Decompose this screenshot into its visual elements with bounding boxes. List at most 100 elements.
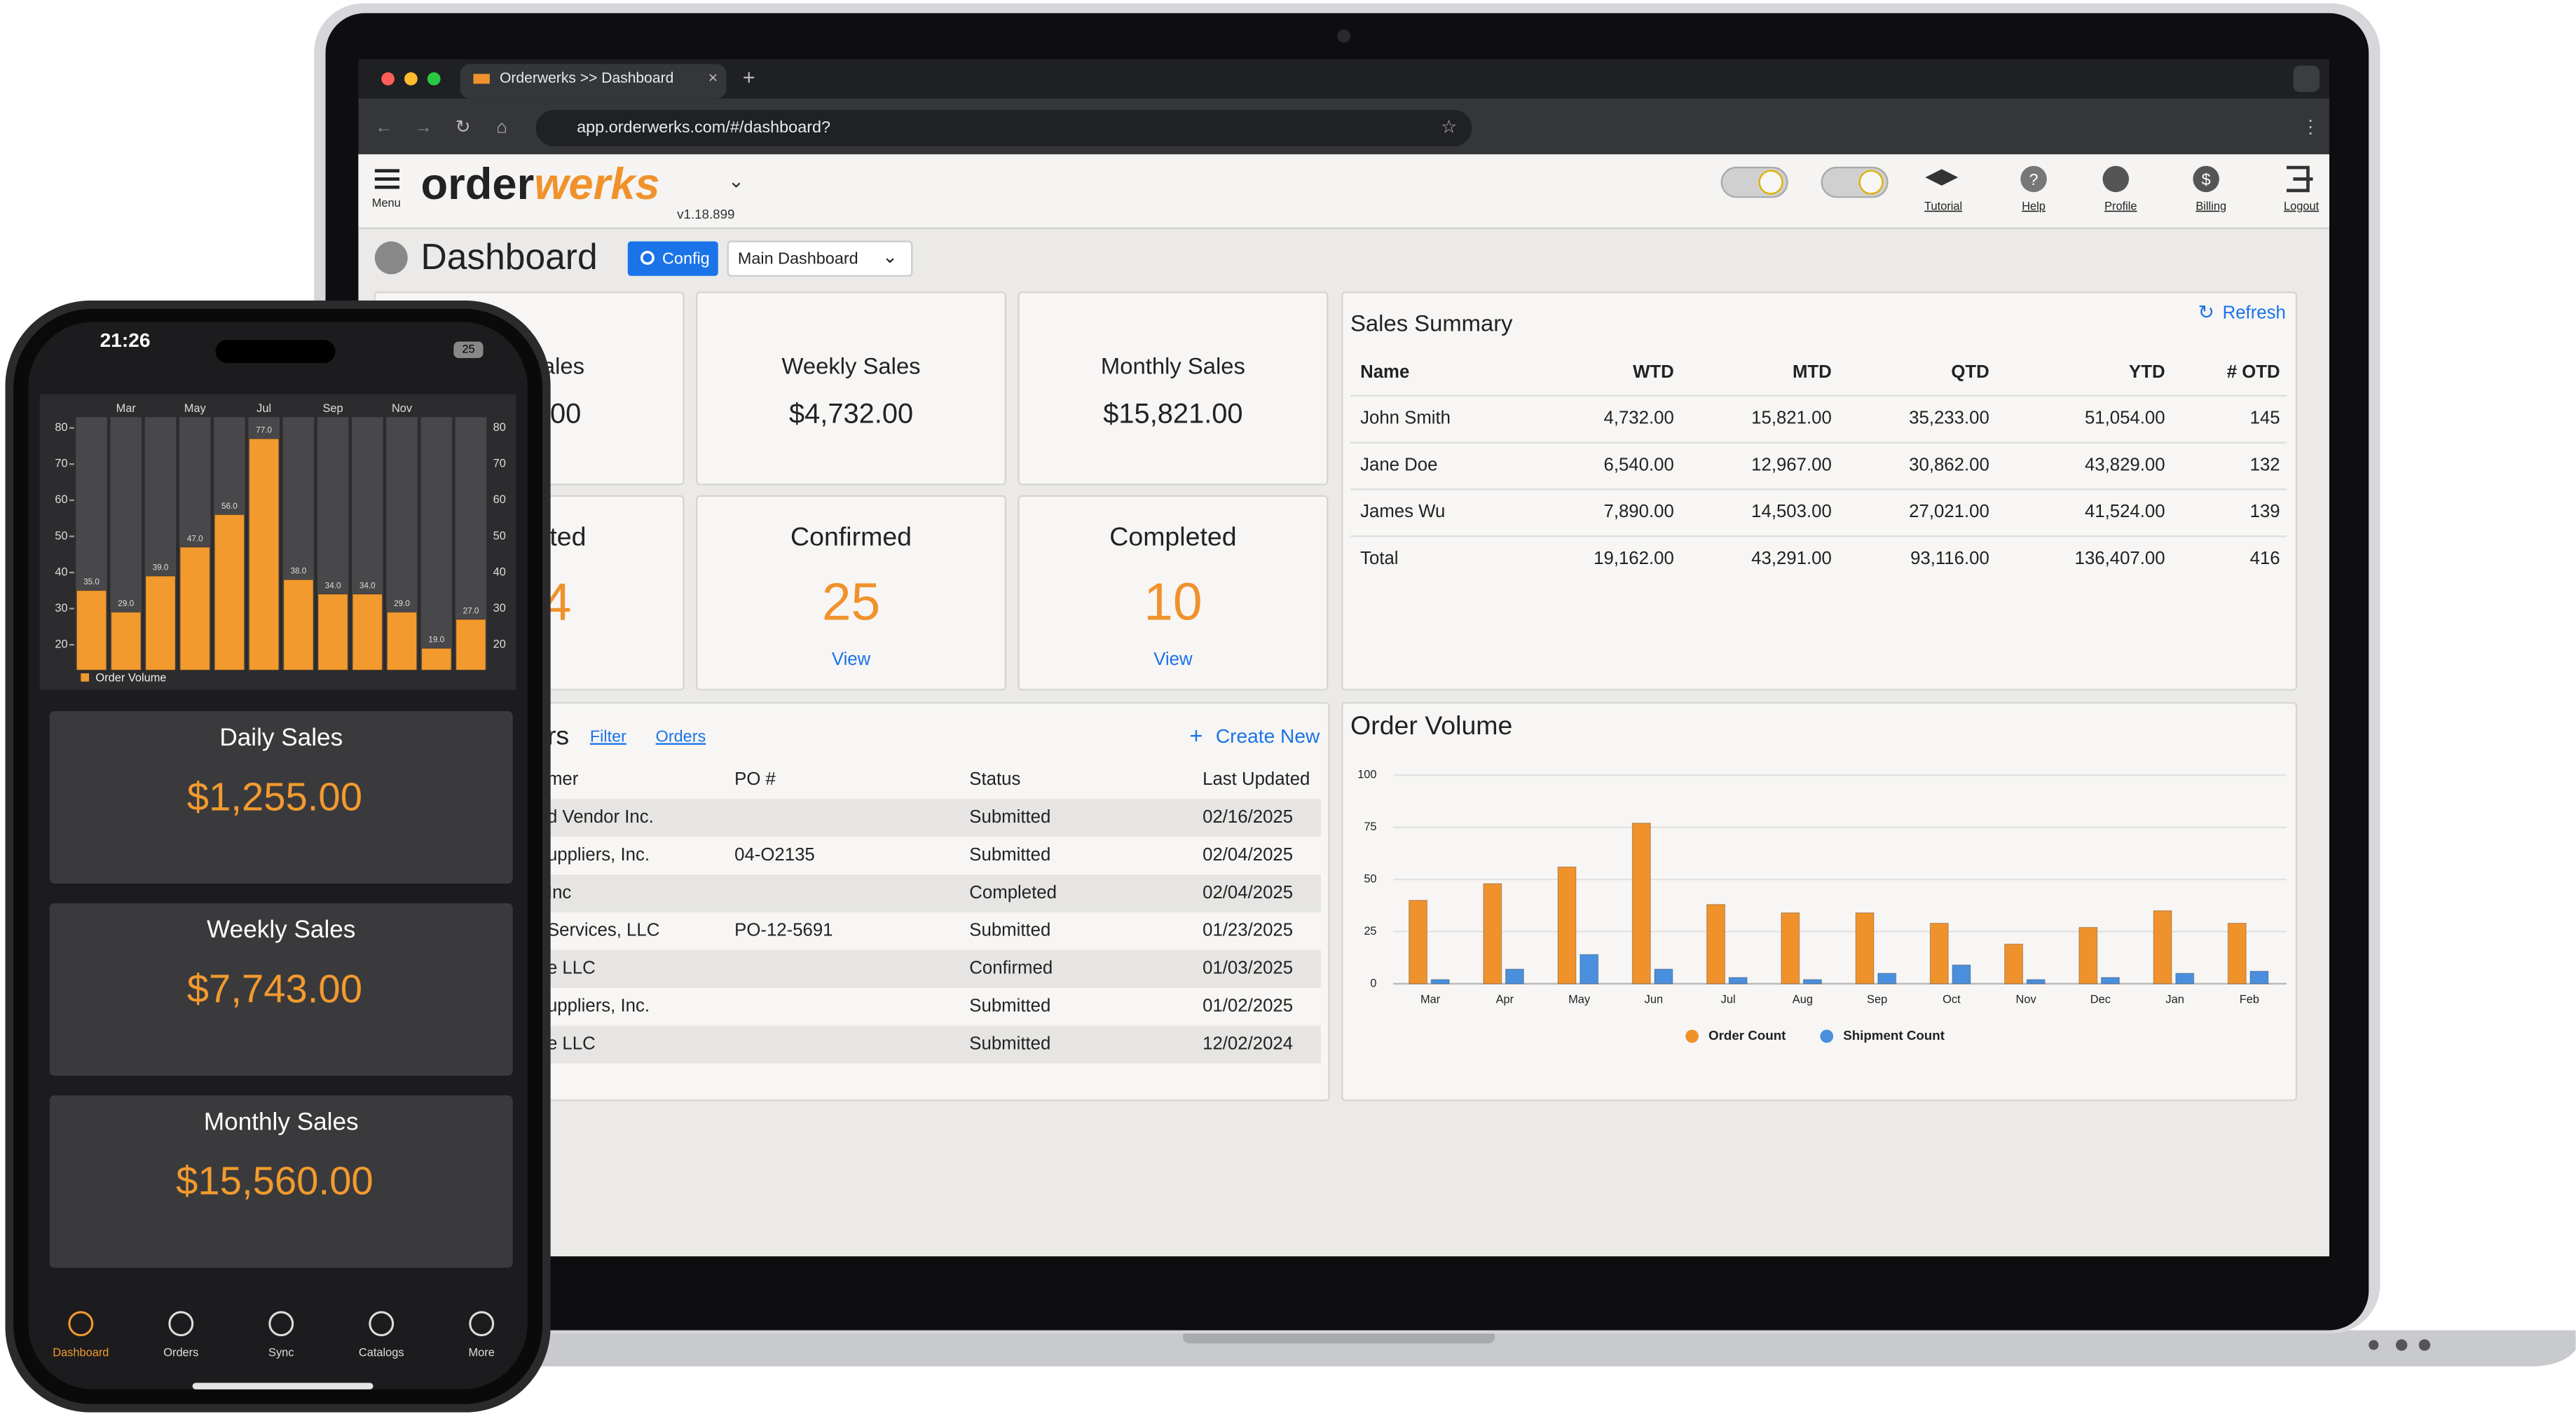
column-header: YTD [2129, 362, 2165, 382]
cell: Submitted [969, 807, 1050, 827]
browser-menu[interactable]: ⋮ [2301, 118, 2320, 137]
card-value: $4,732.00 [789, 399, 913, 430]
nav-label[interactable]: Billing [2195, 200, 2226, 213]
tab-icon[interactable] [168, 1311, 194, 1337]
phone-content: 20 20 30 30 40 40 50 50 60 60 70 70 80 80 35.0 Mar 29.0 3… [49, 402, 513, 1359]
tab-icon[interactable] [68, 1311, 94, 1337]
nav-label[interactable]: Help [2022, 200, 2046, 213]
chart-title: Order Volume [1350, 711, 1512, 740]
tab-label[interactable]: Catalogs [359, 1347, 404, 1359]
x-tick-label: Sep [1867, 994, 1887, 1006]
tab-close[interactable]: × [708, 69, 718, 87]
value-label: 27.0 [463, 606, 479, 615]
logout-icon[interactable] [2287, 165, 2313, 193]
bar [1802, 979, 1822, 984]
nav-label[interactable]: Tutorial [1924, 200, 1962, 213]
profile-icon[interactable] [2102, 165, 2130, 193]
bar [76, 590, 107, 671]
y-tick-label: 80 [55, 421, 67, 434]
tab-icon[interactable] [369, 1311, 395, 1337]
forward[interactable]: → [414, 118, 432, 137]
card [696, 495, 1007, 691]
back[interactable]: ← [375, 118, 393, 137]
tab-label[interactable]: More [469, 1347, 495, 1359]
cell: 6,540.00 [1603, 455, 1673, 474]
bar [2004, 943, 2024, 984]
laptop-light [2418, 1339, 2431, 1351]
cell: Services, LLC [547, 921, 659, 940]
cell: Jane Doe [1360, 455, 1437, 474]
logo-menu[interactable]: ⌄ [728, 170, 745, 192]
tab-label[interactable]: Sync [268, 1347, 294, 1359]
cell: 139 [2250, 502, 2280, 521]
column-background [420, 417, 453, 671]
y2-tick-label: 80 [493, 421, 506, 434]
bookmark[interactable]: ☆ [1441, 118, 1457, 137]
x-tick-label: May [184, 402, 207, 415]
tab-icon[interactable] [469, 1311, 495, 1337]
tab-label[interactable]: Orders [163, 1347, 198, 1359]
dynamic-island [215, 340, 336, 363]
home[interactable]: ⌂ [496, 118, 507, 137]
orders-link[interactable]: Orders [656, 727, 706, 746]
bar [1929, 923, 1949, 984]
bar [317, 593, 348, 671]
nav-label[interactable]: Logout [2284, 200, 2320, 213]
column-header: PO # [734, 769, 776, 789]
tutorial-icon[interactable] [1925, 169, 1959, 186]
dashboard-select[interactable] [727, 240, 913, 277]
tab-label[interactable]: Dashboard [53, 1347, 109, 1359]
y-tick-label: 20 [55, 638, 67, 650]
x-tick-label: Jul [256, 402, 271, 415]
url-field[interactable] [535, 110, 1472, 146]
help-glyph: ? [2029, 170, 2039, 188]
tab[interactable] [460, 64, 727, 99]
y2-tick-label: 70 [493, 458, 506, 470]
legend-swatch [81, 673, 90, 682]
column-header: Status [969, 769, 1020, 789]
filter-link[interactable]: Filter [590, 727, 626, 746]
x-tick-label: Oct [1943, 994, 1961, 1006]
toggle-knob [1758, 170, 1783, 195]
menu-icon[interactable] [374, 169, 400, 189]
cell: uppliers, Inc. [547, 996, 650, 1016]
cell: 19,162.00 [1594, 549, 1674, 568]
config-button[interactable] [627, 241, 718, 276]
laptop-light [2369, 1340, 2379, 1350]
card-link[interactable]: View [832, 650, 871, 669]
home-indicator [192, 1382, 374, 1389]
billing-icon[interactable] [2193, 165, 2219, 193]
panel-title: rs [547, 720, 569, 750]
x-tick-label: May [1568, 994, 1591, 1006]
new-tab[interactable]: + [743, 66, 755, 90]
reload[interactable]: ↻ [455, 118, 471, 137]
bar [1505, 968, 1524, 984]
cell: 4,732.00 [1603, 408, 1673, 427]
card-link[interactable]: View [1153, 650, 1193, 669]
x-tick-label: Mar [1420, 994, 1441, 1006]
window-close[interactable] [381, 72, 395, 85]
cell: 7,890.00 [1603, 502, 1673, 521]
legend-swatch [1820, 1029, 1834, 1043]
window-zoom[interactable] [427, 72, 441, 85]
create-icon[interactable]: + [1189, 722, 1203, 748]
tab-menu[interactable] [2293, 65, 2320, 92]
refresh[interactable]: Refresh [2223, 303, 2286, 322]
card-value: $1,255.00 [187, 774, 362, 818]
card-value: $15,821.00 [1103, 399, 1242, 430]
help-icon[interactable] [2020, 165, 2047, 193]
x-tick-label: Dec [2090, 994, 2111, 1006]
cell: uppliers, Inc. [547, 845, 650, 865]
cell: d Vendor Inc. [547, 807, 654, 827]
refresh-icon[interactable]: ↻ [2198, 301, 2214, 323]
tab-icon[interactable] [268, 1311, 294, 1337]
x-tick-label: Nov [2016, 994, 2037, 1006]
dashboard-select-label: Main Dashboard [738, 249, 858, 268]
bar [145, 575, 176, 671]
window-minimize[interactable] [404, 72, 418, 85]
cell: 93,116.00 [1910, 549, 1989, 568]
bar [386, 612, 418, 671]
create-new[interactable]: Create New [1216, 725, 1320, 747]
nav-label[interactable]: Profile [2104, 200, 2137, 213]
